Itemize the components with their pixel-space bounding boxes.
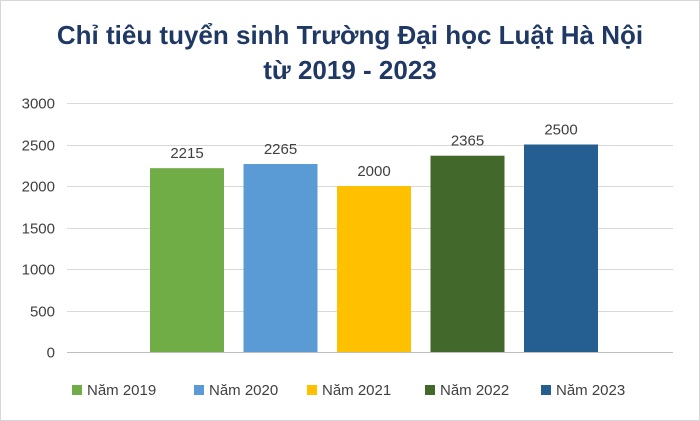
y-tick-label: 1500 [22,221,55,238]
y-axis-ticks: 0 500 1000 1500 2000 2500 3000 [22,96,55,362]
data-label: 2000 [357,163,390,180]
y-tick-label: 3000 [22,96,55,113]
y-tick-label: 500 [30,304,55,321]
legend-swatch [541,385,551,395]
legend-label: Năm 2019 [87,382,156,399]
bar [430,155,505,352]
legend-label: Năm 2022 [440,382,509,399]
data-label: 2500 [544,122,577,139]
y-tick-label: 0 [47,345,55,362]
legend-label: Năm 2021 [322,382,391,399]
bar [243,164,318,352]
bar [337,186,411,352]
legend-swatch [425,385,435,395]
y-tick-label: 1000 [22,262,55,279]
bar [150,168,224,352]
data-label: 2215 [170,145,203,162]
y-tick-label: 2500 [22,138,55,155]
bars [150,144,598,352]
legend-swatch [194,385,204,395]
legend-swatch [307,385,317,395]
chart-title: Chỉ tiêu tuyển sinh Trường Đại học Luật … [57,20,643,85]
data-labels: 2215 2265 2000 2365 2500 [170,122,577,181]
chart-title-line-2: từ 2019 - 2023 [263,55,437,85]
legend-label: Năm 2020 [209,382,278,399]
bar [524,144,598,352]
chart-title-line-1: Chỉ tiêu tuyển sinh Trường Đại học Luật … [57,20,643,50]
legend-swatch [72,385,82,395]
data-label: 2265 [264,141,297,158]
legend: Năm 2019 Năm 2020 Năm 2021 Năm 2022 Năm 2023 [72,382,625,399]
data-label: 2365 [451,133,484,150]
legend-label: Năm 2023 [556,382,625,399]
y-tick-label: 2000 [22,179,55,196]
